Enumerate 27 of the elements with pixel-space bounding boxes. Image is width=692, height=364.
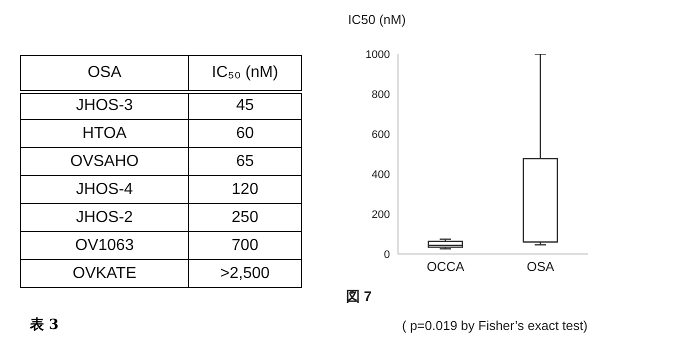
y-tick-label: 1000	[366, 48, 390, 61]
text: 120	[188, 176, 302, 204]
text: OVKATE	[20, 260, 188, 288]
text: JHOS-3	[20, 92, 188, 120]
y-tick-label: 400	[372, 168, 390, 181]
caption: 図 7	[346, 288, 372, 306]
y-tick-label: 0	[384, 248, 390, 261]
y-axis-title: IC50 (nM)	[348, 12, 406, 27]
text: >2,500	[188, 260, 302, 288]
x-tick-label: OCCA	[426, 259, 465, 274]
text: 表 3	[30, 316, 59, 334]
text: IC₅₀ (nM)	[188, 56, 302, 92]
text: 60	[188, 120, 302, 148]
text: 250	[188, 204, 302, 232]
text: OSA	[20, 56, 188, 92]
text: HTOA	[20, 120, 188, 148]
text: 65	[188, 148, 302, 176]
text: 45	[188, 92, 302, 120]
text: JHOS-4	[20, 176, 188, 204]
text: JHOS-2	[20, 204, 188, 232]
y-tick-label: 600	[372, 128, 390, 141]
text: OVSAHO	[20, 148, 188, 176]
text: ( p=0.019 by Fisher’s exact test)	[402, 318, 588, 333]
y-tick-label: 200	[372, 208, 390, 221]
text: 700	[188, 232, 302, 260]
y-tick-label: 800	[372, 88, 390, 101]
text: OV1063	[20, 232, 188, 260]
